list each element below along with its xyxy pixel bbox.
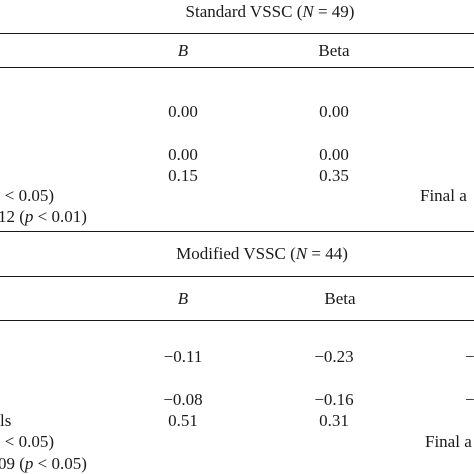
cell-beta: 0.35 [319, 166, 349, 185]
truncated-cell: − [465, 390, 474, 409]
row-label: ls [0, 411, 12, 430]
cell-beta: 0.00 [319, 145, 349, 164]
footnote-final: Final a [420, 186, 467, 205]
column-header-b: B [177, 41, 189, 60]
cell-b: −0.08 [163, 390, 203, 409]
table-rule [0, 231, 474, 232]
table-rule [0, 33, 474, 34]
cell-beta: 0.00 [319, 102, 349, 121]
cell-b: 0.00 [168, 145, 198, 164]
column-header-b: B [177, 289, 189, 308]
cell-beta: −0.16 [314, 390, 354, 409]
table-rule [0, 67, 474, 68]
section-title-standard: Standard VSSC (N = 49) [185, 2, 355, 21]
table-rule [0, 276, 474, 277]
stat-line: p < 0.05) [0, 432, 54, 451]
cell-b: 0.00 [168, 102, 198, 121]
cell-beta: −0.23 [314, 347, 354, 366]
cell-beta: 0.31 [319, 411, 349, 430]
stat-line: p < 0.05) [0, 186, 54, 205]
table-rule [0, 320, 474, 321]
truncated-cell: − [465, 347, 474, 366]
stat-line: 09 (p < 0.05) [0, 454, 87, 473]
cell-b: 0.51 [168, 411, 198, 430]
footnote-final: Final a [425, 432, 472, 451]
column-header-beta: Beta [318, 41, 350, 60]
section-title-modified: Modified VSSC (N = 44) [176, 244, 348, 263]
cell-b: 0.15 [168, 166, 198, 185]
column-header-beta: Beta [324, 289, 356, 308]
cell-b: −0.11 [163, 347, 203, 366]
stat-line: 12 (p < 0.01) [0, 207, 87, 226]
